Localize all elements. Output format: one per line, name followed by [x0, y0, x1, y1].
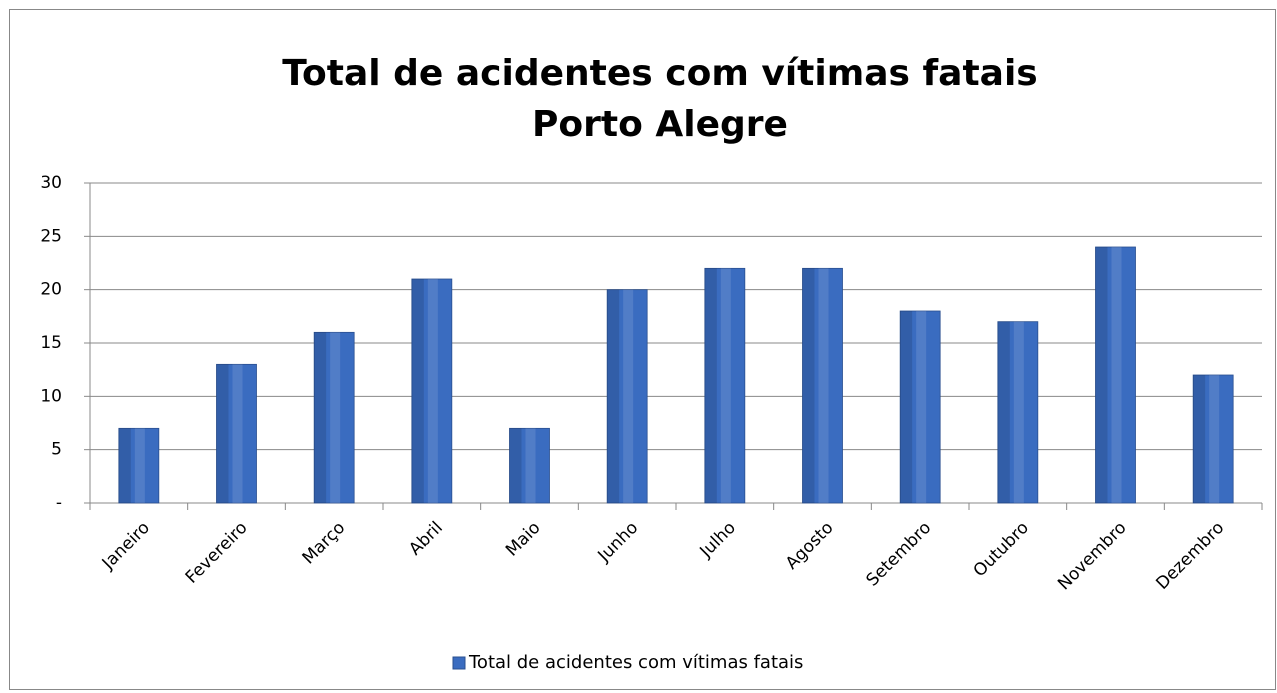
bar-shine [1013, 321, 1024, 503]
y-tick-label: 10 [40, 386, 62, 406]
bar-shine [1209, 375, 1220, 503]
y-tick-label: 15 [40, 333, 62, 353]
bar-shine [330, 332, 341, 503]
bar-shine [232, 364, 243, 503]
bar-shade [900, 311, 913, 503]
bar [1192, 374, 1234, 504]
bar-shine [916, 311, 927, 503]
bar [1095, 246, 1136, 504]
bar-shine [818, 268, 829, 503]
legend-swatch [452, 656, 466, 670]
bar-shade [997, 321, 1010, 503]
y-tick-label: - [56, 493, 62, 513]
bar-shade [314, 332, 327, 503]
y-tick-label: 20 [40, 280, 62, 300]
bar [899, 310, 941, 504]
bar-shade [704, 268, 717, 503]
bar [997, 321, 1039, 504]
chart-title: Total de acidentes com vítimas fatais [282, 53, 1037, 94]
y-tick-label: 30 [40, 173, 62, 193]
bar-shade [509, 428, 522, 503]
bar-shine [623, 289, 634, 503]
bar-shine [427, 279, 438, 503]
bar [411, 278, 453, 504]
bar [606, 289, 648, 504]
bar [509, 427, 550, 504]
legend-label: Total de acidentes com vítimas fatais [468, 652, 803, 673]
bar-shine [1111, 247, 1122, 503]
chart-title: Porto Alegre [532, 104, 788, 145]
y-tick-label: 5 [51, 440, 62, 460]
bar [313, 331, 355, 504]
bar-shine [720, 268, 731, 503]
bar-shine [525, 428, 536, 503]
bar [802, 267, 843, 504]
bar-shade [1193, 375, 1206, 503]
bar-shade [1095, 247, 1108, 503]
bar [118, 427, 160, 504]
bar [216, 363, 257, 504]
y-tick-label: 25 [40, 226, 62, 246]
bar-shine [134, 428, 145, 503]
bar-shade [411, 279, 424, 503]
bar-shade [607, 289, 620, 503]
bar [704, 267, 746, 504]
bar-shade [802, 268, 815, 503]
bar-shade [216, 364, 229, 503]
bar-shade [118, 428, 131, 503]
